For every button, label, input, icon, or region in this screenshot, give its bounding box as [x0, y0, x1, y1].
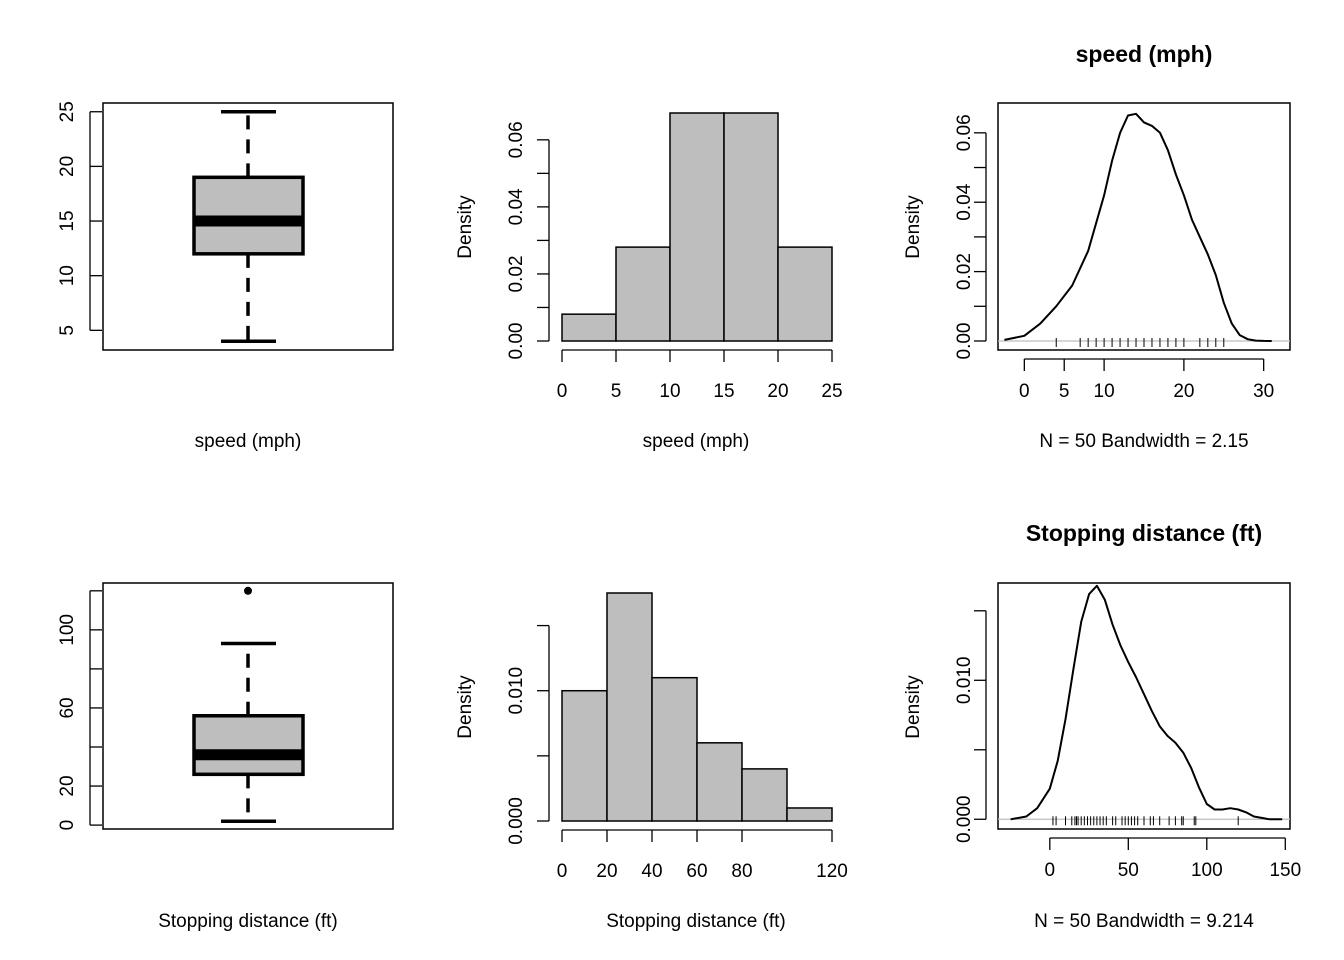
outlier-point: [244, 586, 252, 595]
speed-density-title: speed (mph): [1076, 41, 1213, 67]
x-tick-label: 5: [1059, 381, 1070, 402]
distance-density-ylabel: Density: [903, 675, 924, 739]
x-tick-label: 20: [1173, 381, 1194, 402]
x-tick-label: 10: [659, 381, 680, 402]
y-tick-label: 0.010: [506, 667, 527, 715]
y-tick-label: 0.02: [954, 253, 975, 290]
y-tick-label: 0.06: [506, 121, 527, 158]
histogram-bar: [606, 592, 653, 822]
plot-frame: [997, 582, 1291, 830]
x-tick-label: 80: [731, 861, 752, 882]
x-tick-label: 15: [713, 381, 734, 402]
y-tick-label: 0.02: [506, 255, 527, 292]
histogram-bar: [786, 807, 833, 822]
speed-histogram-panel: speed (mph) Density 0 5 10 15 20 25 0.00 0.02 0.…: [455, 112, 843, 452]
plot-frame: [102, 102, 394, 351]
x-tick-label: 0: [557, 861, 568, 882]
histogram-bar: [651, 676, 698, 822]
distance-histogram-ylabel: Density: [455, 675, 476, 739]
histogram-bar: [669, 112, 725, 342]
x-tick-label: 0: [1045, 860, 1056, 881]
speed-density-ylabel: Density: [903, 195, 924, 259]
speed-histogram-ylabel: Density: [455, 195, 476, 259]
x-tick-label: 25: [821, 381, 842, 402]
y-tick-label: 0.00: [506, 323, 527, 360]
distance-histogram-xlabel: Stopping distance (ft): [606, 911, 786, 932]
y-tick-label: 0.06: [954, 114, 975, 151]
x-tick-label: 150: [1269, 860, 1301, 881]
density-curve: [1010, 584, 1283, 821]
y-tick-label: 60: [57, 697, 78, 718]
y-tick-label: 0.04: [954, 183, 975, 220]
plot-frame: [102, 582, 394, 830]
histogram-bar: [741, 768, 788, 822]
x-tick-label: 30: [1253, 381, 1274, 402]
distance-boxplot-panel: Stopping distance (ft) 0 20 60 100: [57, 582, 394, 932]
speed-density-xlabel: N = 50 Bandwidth = 2.15: [1039, 431, 1248, 452]
x-tick-label: 60: [686, 861, 707, 882]
x-tick-label: 20: [767, 381, 788, 402]
iqr-box: [192, 714, 305, 777]
y-tick-label: 0.000: [954, 795, 975, 843]
histogram-bar: [723, 112, 779, 342]
distance-boxplot-xlabel: Stopping distance (ft): [158, 911, 338, 932]
y-tick-label: 25: [57, 101, 78, 122]
y-tick-label: 10: [57, 265, 78, 286]
distance-density-title: Stopping distance (ft): [1026, 520, 1262, 546]
density-curve: [1004, 112, 1272, 342]
distance-histogram-panel: Stopping distance (ft) Density 0 20 40 60 80…: [455, 592, 848, 932]
y-tick-label: 15: [57, 210, 78, 231]
y-tick-label: 0.000: [506, 797, 527, 845]
x-tick-label: 20: [596, 861, 617, 882]
y-tick-label: 5: [57, 325, 78, 336]
x-tick-label: 0: [1019, 381, 1030, 402]
y-tick-label: 0: [57, 820, 78, 831]
speed-boxplot-xlabel: speed (mph): [195, 431, 302, 452]
histogram-bar: [777, 246, 833, 342]
speed-density-panel: speed (mph) N = 50 Bandwidth = 2.15 Dens…: [903, 41, 1291, 452]
y-tick-label: 0.04: [506, 188, 527, 225]
x-tick-label: 0: [557, 381, 568, 402]
x-tick-label: 50: [1118, 860, 1139, 881]
speed-boxplot-panel: speed (mph) 5 10 15 20 25: [57, 101, 394, 452]
speed-histogram-xlabel: speed (mph): [643, 431, 750, 452]
histogram-bar: [561, 689, 608, 822]
distance-density-xlabel: N = 50 Bandwidth = 9.214: [1034, 911, 1254, 932]
x-tick-label: 100: [1191, 860, 1223, 881]
x-tick-label: 120: [816, 861, 848, 882]
y-tick-label: 20: [57, 156, 78, 177]
plot-frame: [997, 102, 1291, 351]
y-tick-label: 0.010: [954, 657, 975, 705]
histogram-bar: [561, 313, 617, 342]
x-tick-label: 5: [611, 381, 622, 402]
distance-density-panel: Stopping distance (ft) N = 50 Bandwidth …: [903, 520, 1301, 932]
histogram-bar: [696, 742, 743, 822]
x-tick-label: 10: [1094, 381, 1115, 402]
y-tick-label: 20: [57, 775, 78, 796]
histogram-bar: [615, 246, 671, 342]
y-tick-label: 0.00: [954, 322, 975, 359]
x-tick-label: 40: [641, 861, 662, 882]
y-tick-label: 100: [57, 614, 78, 646]
